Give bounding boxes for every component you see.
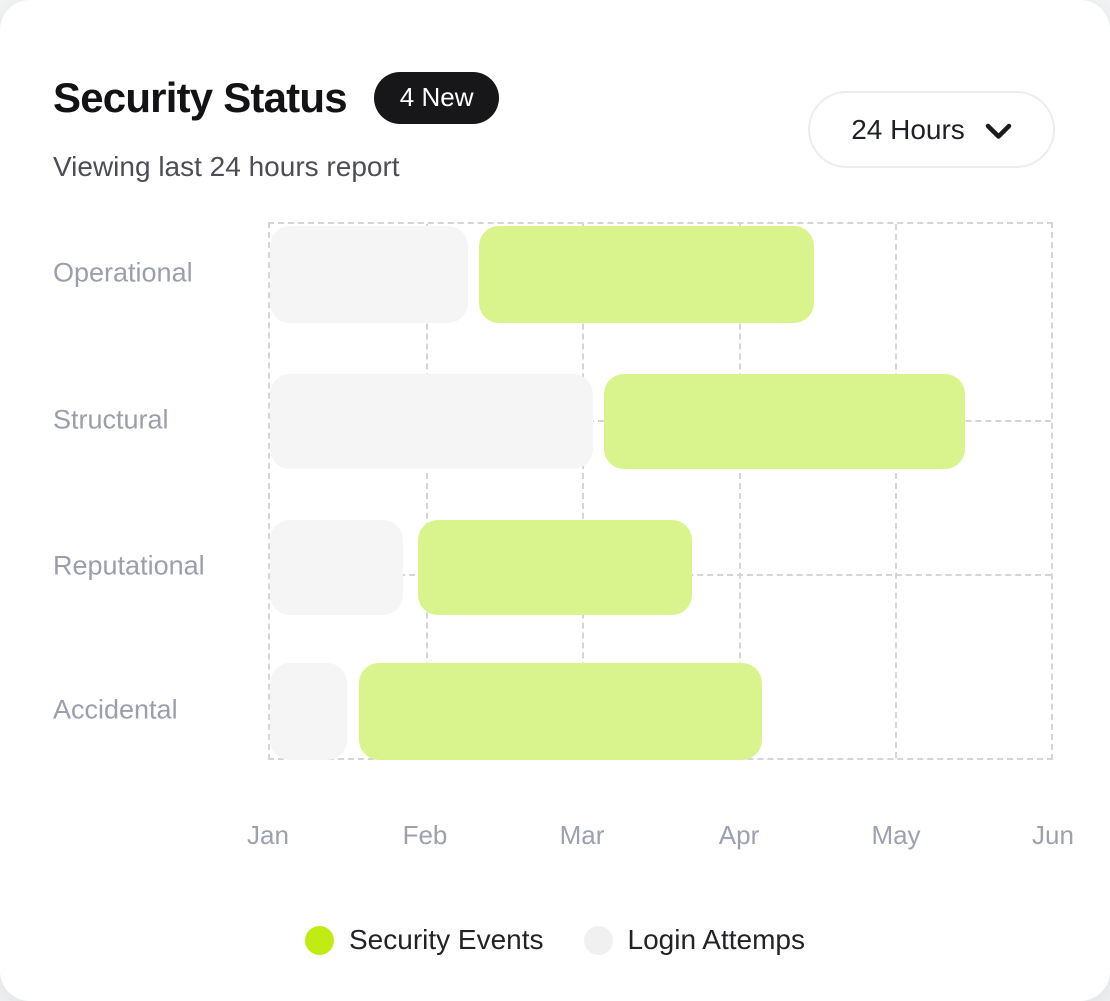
new-count-badge: 4 New bbox=[373, 72, 500, 124]
month-gridline bbox=[894, 224, 897, 758]
x-tick-jun: Jun bbox=[1032, 820, 1074, 850]
legend-dot-security_events bbox=[305, 925, 334, 955]
row-label-operational: Operational bbox=[53, 257, 193, 287]
x-tick-mar: Mar bbox=[559, 820, 605, 850]
legend-item-login_attempts: Login Attemps bbox=[583, 924, 805, 956]
page-title: Security Status bbox=[53, 73, 348, 121]
legend-item-security_events: Security Events bbox=[305, 924, 544, 956]
legend-label: Security Events bbox=[349, 924, 544, 955]
chevron-down-icon bbox=[985, 120, 1012, 140]
gantt-plot bbox=[268, 222, 1053, 760]
x-tick-apr: Apr bbox=[718, 820, 760, 850]
month-gridline bbox=[738, 224, 741, 758]
month-gridline bbox=[582, 224, 585, 758]
bar-security-events bbox=[418, 520, 692, 615]
row-label-structural: Structural bbox=[53, 404, 169, 434]
report-subtitle: Viewing last 24 hours report bbox=[53, 151, 400, 182]
bar-login-attempts bbox=[270, 374, 594, 469]
row-label-accidental: Accidental bbox=[53, 694, 178, 724]
bar-security-events bbox=[604, 374, 966, 469]
x-tick-feb: Feb bbox=[402, 820, 448, 850]
bar-login-attempts bbox=[270, 520, 403, 615]
legend-dot-login_attempts bbox=[583, 925, 613, 955]
time-range-value: 24 Hours bbox=[851, 113, 965, 145]
bar-login-attempts bbox=[270, 226, 469, 323]
month-gridline bbox=[426, 224, 429, 758]
time-range-dropdown[interactable]: 24 Hours bbox=[808, 91, 1055, 168]
chart-legend: Security Events Login Attemps bbox=[0, 924, 1110, 956]
bar-login-attempts bbox=[270, 663, 347, 760]
bar-security-events bbox=[359, 663, 763, 760]
bar-security-events bbox=[479, 226, 814, 323]
row-label-reputational: Reputational bbox=[53, 550, 205, 580]
header: Security Status 4 New bbox=[53, 72, 500, 124]
x-tick-jan: Jan bbox=[247, 820, 289, 850]
x-tick-may: May bbox=[871, 820, 921, 850]
legend-label: Login Attemps bbox=[627, 924, 805, 955]
